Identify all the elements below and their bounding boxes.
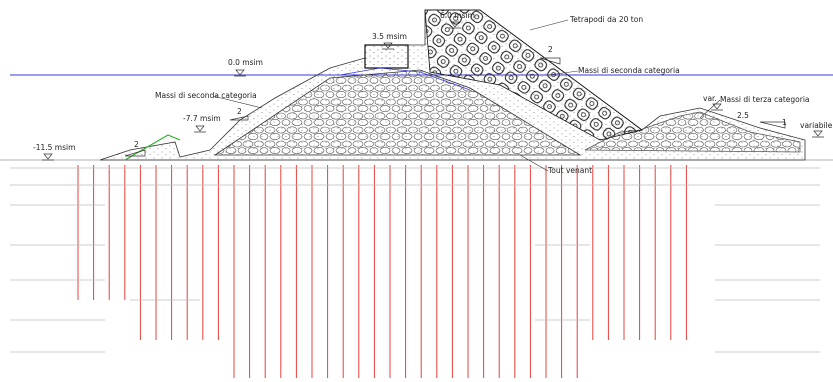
label: Tetrapodi da 20 ton xyxy=(569,15,643,24)
label: -7.7 msim xyxy=(183,114,221,123)
label: 2 xyxy=(548,45,553,54)
label: 3.5 msim xyxy=(372,32,407,41)
level-marker xyxy=(194,126,206,132)
label: Massi di terza categoria xyxy=(720,95,810,104)
label: 1 xyxy=(782,118,787,127)
label: var. xyxy=(703,94,717,103)
label: 2 xyxy=(237,107,242,116)
label: Tout venant xyxy=(547,166,592,175)
label: Massi di seconda categoria xyxy=(155,91,257,100)
layer-lines xyxy=(10,168,820,352)
label: 6.0 msim xyxy=(440,11,475,20)
level-marker xyxy=(42,154,54,160)
label: variabile xyxy=(800,121,833,130)
drawing xyxy=(0,10,833,160)
piles xyxy=(78,165,686,378)
level-marker xyxy=(812,131,824,137)
breakwater-section: 6.0 msim Tetrapodi da 20 ton 3.5 msim 0.0 m… xyxy=(0,0,833,382)
label: 0.0 msim xyxy=(228,58,263,67)
label: 2.5 xyxy=(737,111,749,120)
leader xyxy=(530,20,568,30)
label: Massi di seconda categoria xyxy=(578,66,680,75)
label: -11.5 msim xyxy=(33,143,75,152)
label: 2 xyxy=(134,140,139,149)
level-marker xyxy=(711,104,723,110)
crown-wall xyxy=(365,45,408,68)
